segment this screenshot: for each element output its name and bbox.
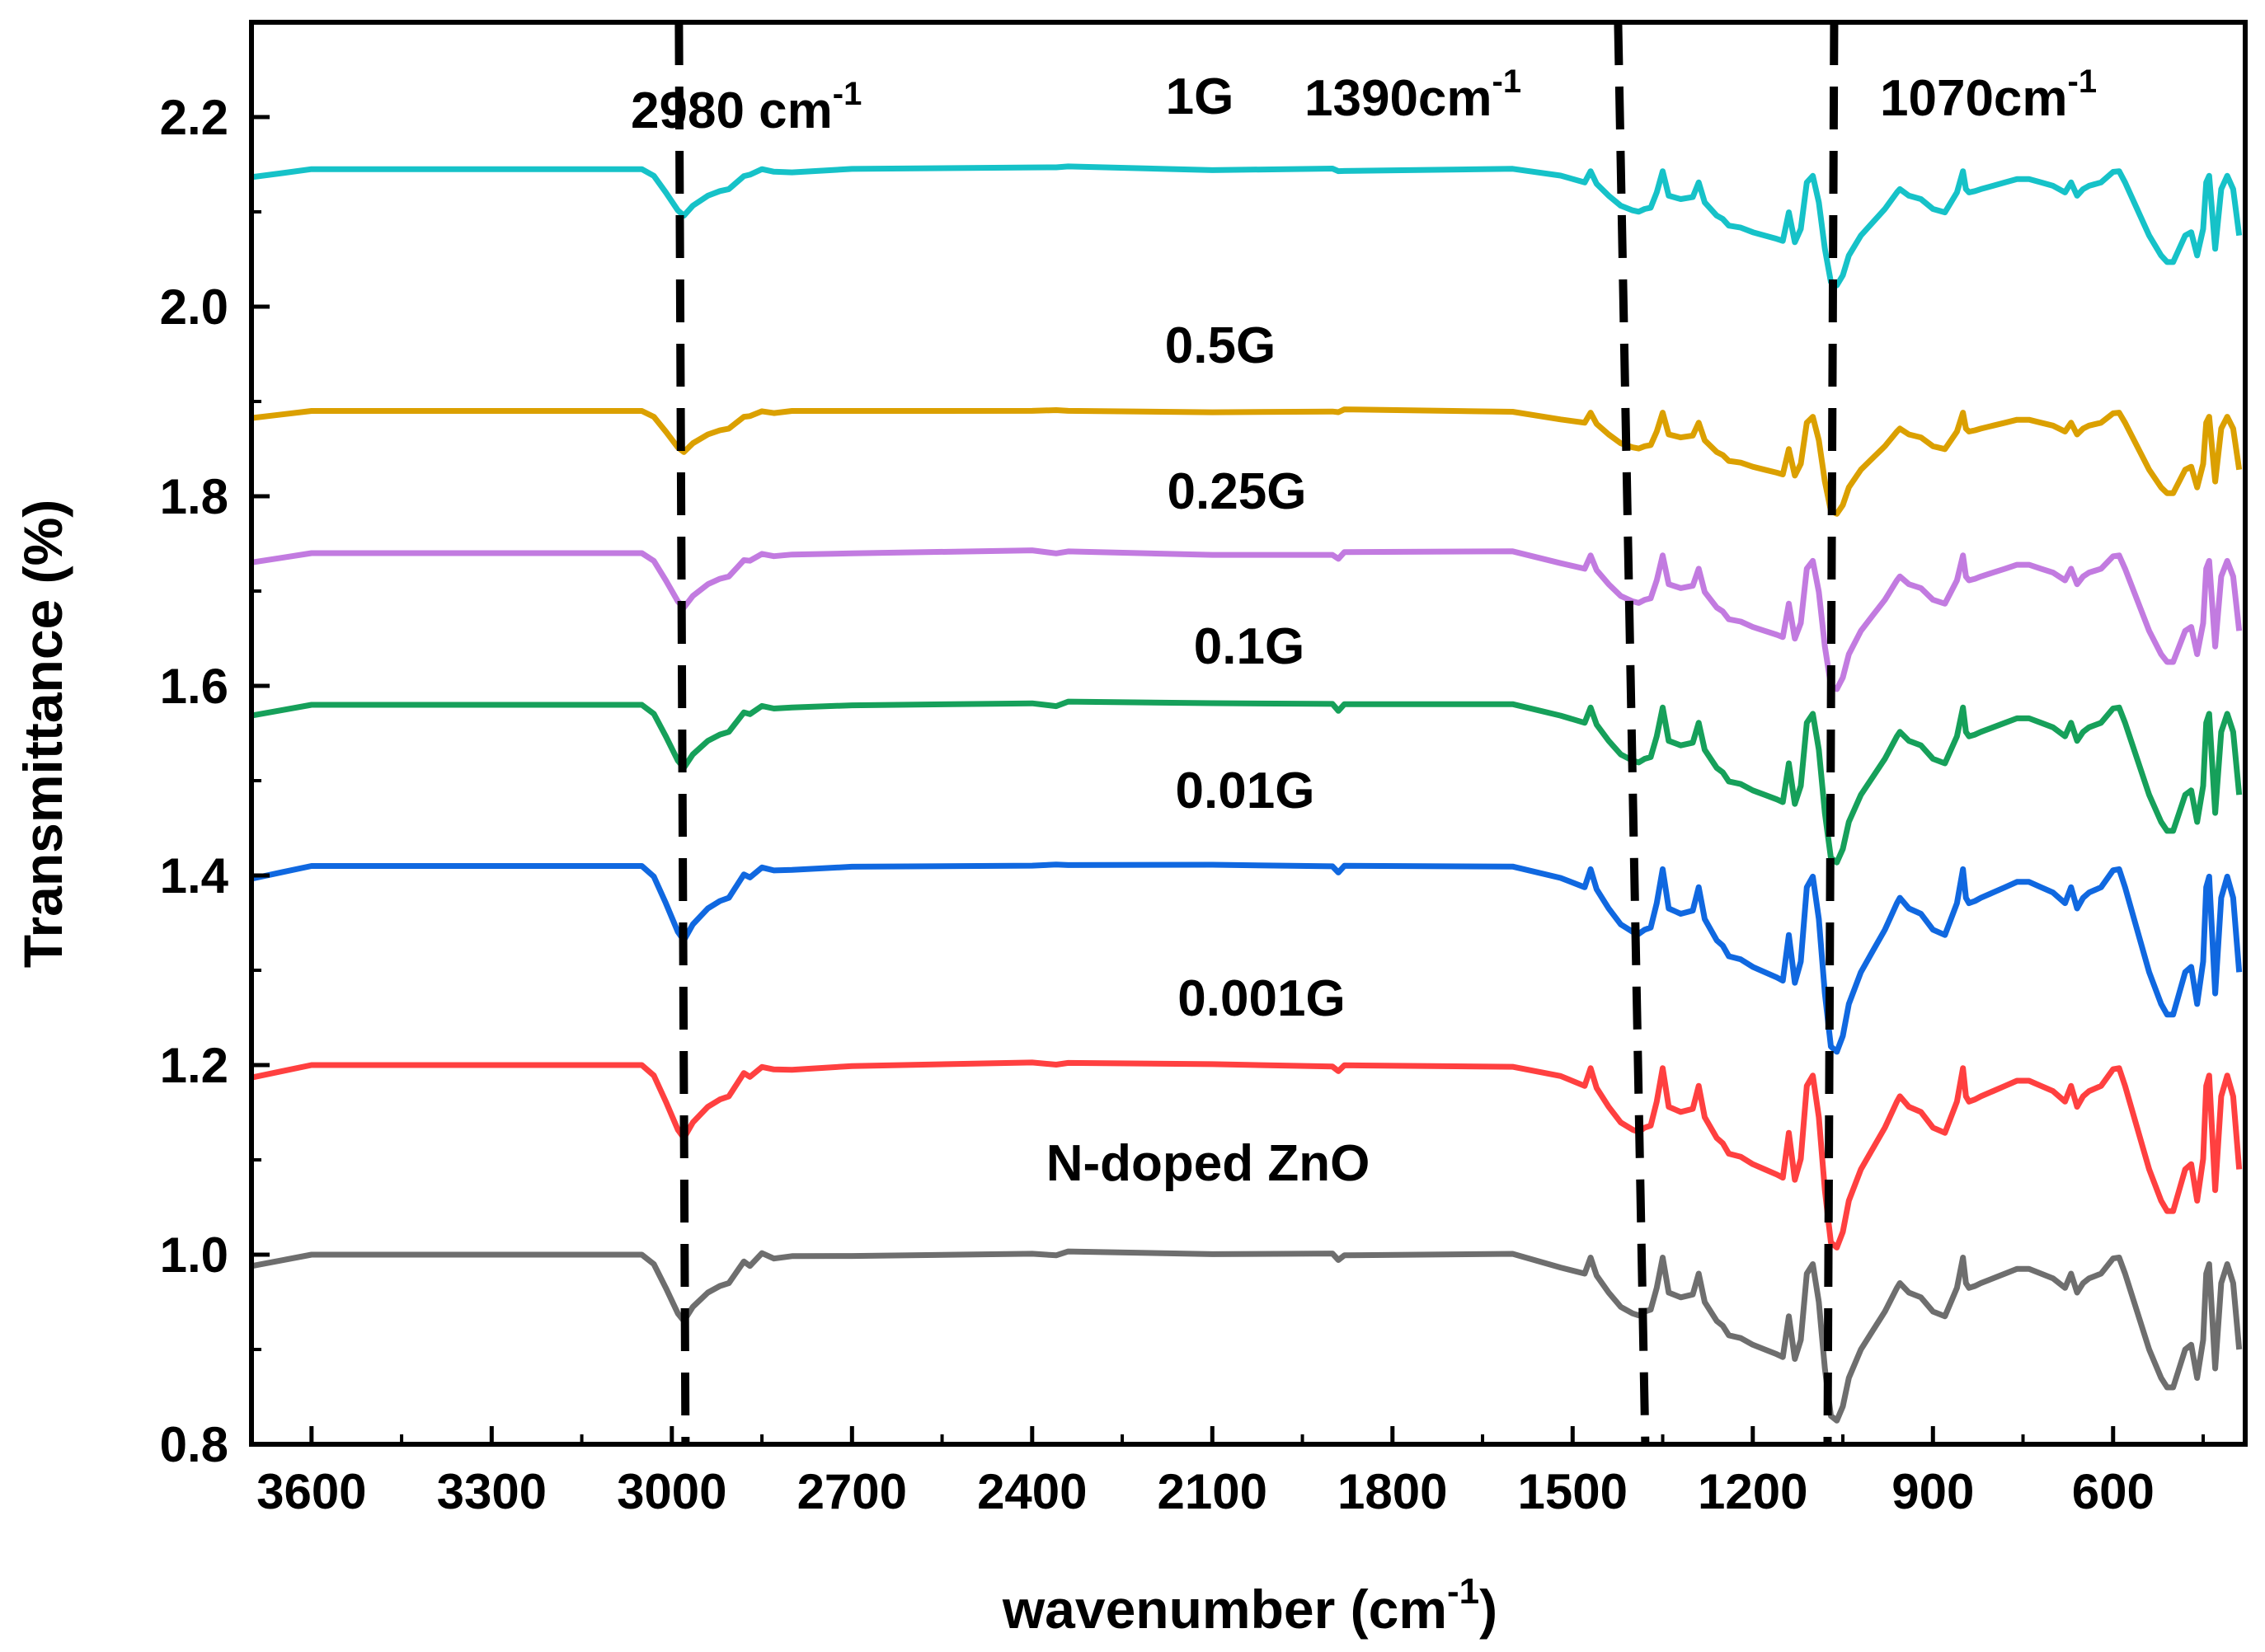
ref-label-1390: 1390cm-1 [1304, 63, 1521, 127]
series-line-1g [251, 163, 2243, 289]
x-axis-title: wavenumber (cm-1) [1002, 1571, 1497, 1640]
series-label-0.01g: 0.01G [1176, 763, 1315, 819]
y-tick-label-1.4: 1.4 [160, 848, 229, 903]
series-label-n-doped-zno: N-doped ZnO [1046, 1135, 1370, 1192]
x-tick-label-1500: 1500 [1518, 1464, 1628, 1519]
series-labels: N-doped ZnO 0.001G 0.01G 0.1G 0.25G 0.5G 1G [1046, 68, 1370, 1192]
y-tick-label-1.6: 1.6 [160, 659, 228, 714]
y-tick-label-1.2: 1.2 [160, 1038, 228, 1093]
x-tick-label-3600: 3600 [256, 1464, 366, 1519]
x-tick-label-1800: 1800 [1337, 1464, 1447, 1519]
ref-label-2980: 2980 cm-1 [631, 76, 862, 139]
series-label-0.1g: 0.1G [1194, 618, 1304, 675]
y-tick-label-1.8: 1.8 [160, 469, 228, 524]
x-tick-label-2400: 2400 [977, 1464, 1087, 1519]
x-tick-label-3000: 3000 [617, 1464, 726, 1519]
series-line-0.01g [251, 861, 2243, 1055]
x-tick-label-900: 900 [1891, 1464, 1974, 1519]
series-label-1g: 1G [1166, 68, 1234, 125]
series-label-0.5g: 0.5G [1165, 317, 1276, 374]
x-tick-label-600: 600 [2072, 1464, 2155, 1519]
y-tick-label-1.0: 1.0 [160, 1227, 228, 1283]
ref-line-2980 [674, 21, 690, 1445]
ref-label-1070: 1070cm-1 [1880, 63, 2097, 127]
x-tick-label-3300: 3300 [437, 1464, 547, 1519]
spectra-group [251, 163, 2243, 1424]
y-tick-label-2.2: 2.2 [160, 90, 228, 145]
reference-lines [674, 21, 1839, 1445]
series-line-0.25g [251, 547, 2243, 692]
series-line-0.1g [251, 698, 2243, 866]
ref-line-1390 [1614, 21, 1650, 1445]
series-line-n-doped-zno [251, 1248, 2243, 1424]
y-tick-label-0.8: 0.8 [160, 1417, 228, 1472]
ref-line-1070 [1823, 21, 1839, 1445]
series-line-0.5g [251, 406, 2243, 517]
x-tick-label-2700: 2700 [797, 1464, 907, 1519]
y-axis-title: Transmittance (%) [12, 500, 73, 968]
series-line-0.001g [251, 1059, 2243, 1251]
x-axis: 3600 3300 3000 2700 2400 2100 1800 1500 1200 900 6… [256, 1426, 2206, 1519]
plot-frame [249, 20, 2248, 1447]
series-label-0.25g: 0.25G [1168, 463, 1307, 520]
x-tick-label-1200: 1200 [1698, 1464, 1807, 1519]
x-tick-label-2100: 2100 [1158, 1464, 1267, 1519]
series-label-0.001g: 0.001G [1177, 970, 1345, 1027]
y-axis: 0.8 1.0 1.2 1.4 1.6 1.8 2.0 2.2 [160, 90, 270, 1472]
y-tick-label-2.0: 2.0 [160, 279, 228, 335]
reference-labels: 2980 cm-1 1390cm-1 1070cm-1 [631, 63, 2097, 139]
